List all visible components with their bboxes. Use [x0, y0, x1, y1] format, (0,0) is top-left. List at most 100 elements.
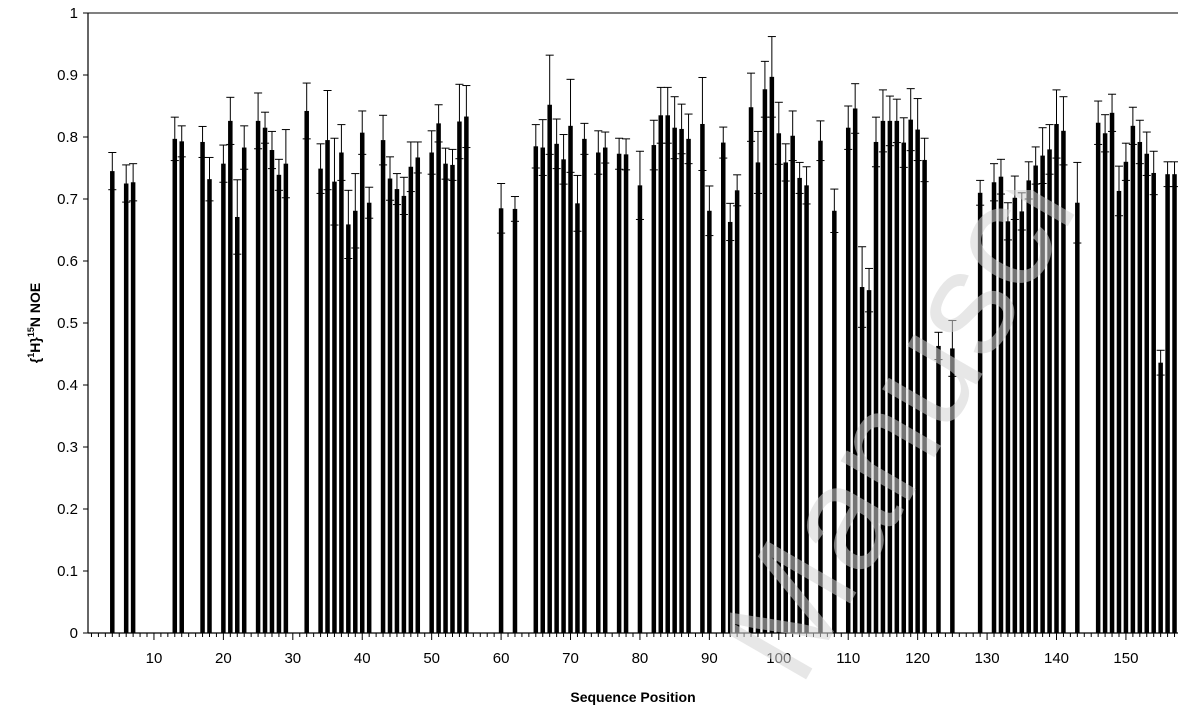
x-tick-label: 50 [423, 650, 440, 667]
bar [672, 127, 677, 633]
bar [915, 129, 920, 633]
bar [700, 123, 705, 633]
y-axis-title-open: { [27, 357, 43, 363]
y-axis-title-rest: N NOE [27, 283, 43, 327]
bar [235, 216, 240, 634]
bars-layer [108, 36, 1178, 634]
bar [110, 171, 115, 633]
bar [1116, 190, 1122, 633]
x-tick-label: 10 [146, 650, 163, 667]
bar [276, 174, 282, 633]
bar [387, 178, 393, 634]
bar [1102, 133, 1108, 633]
y-tick-label: 0.1 [57, 563, 78, 580]
bar [797, 177, 802, 634]
bar [179, 141, 184, 633]
x-tick-label: 80 [632, 650, 649, 667]
bar [651, 145, 657, 633]
bar [1158, 362, 1163, 633]
bar [353, 210, 358, 633]
bar [734, 190, 740, 633]
bar [637, 185, 643, 634]
bar [602, 147, 608, 634]
bar [533, 146, 539, 634]
bar [894, 120, 900, 633]
bar [561, 159, 566, 633]
bar [818, 140, 823, 633]
x-tick-label: 30 [284, 650, 301, 667]
bar [554, 143, 559, 633]
bar [1054, 123, 1059, 633]
bar [172, 138, 178, 634]
bar [1061, 130, 1066, 634]
y-tick-label: 0.4 [57, 377, 78, 394]
bar [575, 203, 580, 633]
bar [1165, 174, 1170, 633]
bar [783, 162, 788, 634]
bar [859, 287, 865, 633]
bar [755, 162, 761, 634]
bar [1130, 125, 1136, 633]
bar [901, 142, 907, 633]
y-tick-label: 0 [70, 625, 78, 642]
bar [207, 179, 212, 633]
bar [255, 120, 261, 633]
y-axis-title-sup2: 15 [26, 327, 36, 337]
bar [325, 140, 330, 633]
bar [1026, 180, 1031, 633]
bar [804, 185, 809, 634]
bar [866, 290, 872, 633]
bar [498, 208, 504, 634]
bar [596, 152, 601, 633]
bar [380, 140, 386, 633]
bar [443, 163, 448, 633]
bar [415, 157, 421, 633]
bar [269, 150, 275, 633]
bar [1137, 141, 1143, 633]
bar [221, 163, 226, 633]
y-tick-label: 0.8 [57, 129, 78, 146]
bar [1005, 221, 1011, 633]
bar [790, 135, 795, 633]
bar [262, 127, 268, 633]
y-tick-label: 0.6 [57, 253, 78, 270]
x-tick-label: 130 [975, 650, 1000, 667]
bar [707, 210, 712, 633]
bar [1019, 211, 1025, 633]
y-axis-title-h: H} [27, 337, 43, 353]
bar [873, 141, 879, 633]
x-tick-label: 60 [493, 650, 510, 667]
bar [582, 138, 587, 634]
y-tick-label: 0.5 [57, 315, 78, 332]
bar [408, 166, 414, 633]
bar [332, 181, 337, 633]
bar [721, 142, 726, 633]
bar [1144, 153, 1150, 634]
bar [679, 128, 684, 633]
bar [130, 182, 136, 633]
bar [359, 132, 365, 633]
y-axis-title-sup1: 1 [26, 353, 36, 358]
bar [339, 152, 344, 633]
x-tick-label: 140 [1044, 650, 1069, 667]
bar [977, 192, 983, 634]
bar [512, 208, 518, 634]
bar [1033, 165, 1038, 633]
bar [450, 164, 455, 633]
bar [623, 154, 629, 634]
bar [429, 152, 434, 633]
y-tick-label: 1 [70, 5, 78, 22]
bar [1095, 122, 1101, 634]
bar [366, 202, 372, 633]
x-tick-label: 110 [836, 650, 860, 667]
bar [922, 159, 927, 633]
bar [832, 210, 837, 633]
bar [123, 183, 129, 633]
bar [228, 120, 233, 633]
bar [665, 115, 670, 634]
bar [457, 121, 462, 633]
y-tick-label: 0.9 [57, 67, 78, 84]
bar [304, 110, 309, 633]
bar [887, 120, 893, 633]
